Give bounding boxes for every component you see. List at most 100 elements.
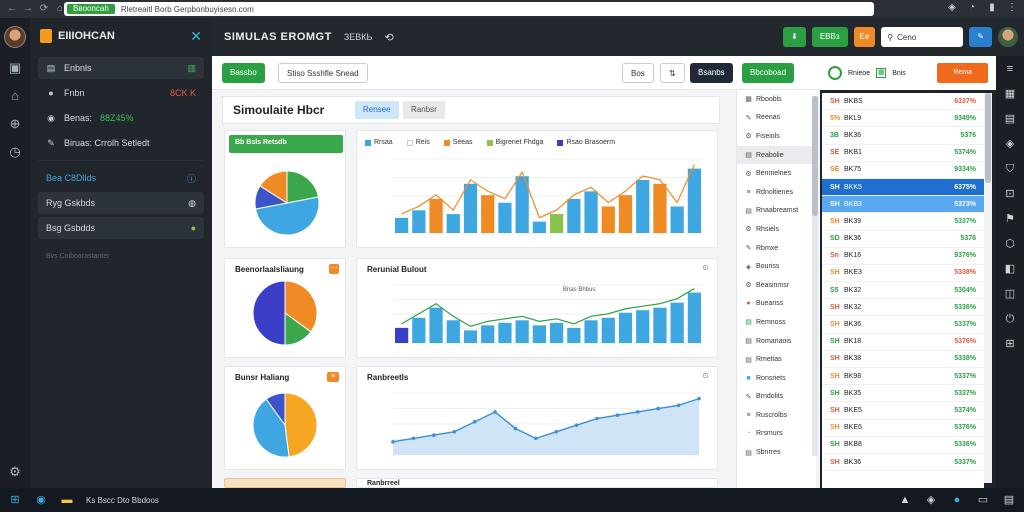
ticker-row[interactable]: SH BK18 5376%: [822, 334, 984, 351]
user-avatar[interactable]: [998, 27, 1018, 47]
ticker-row[interactable]: 5% BKL9 9349%: [822, 110, 984, 128]
list-item[interactable]: ⚙ Rhsiels: [737, 220, 816, 239]
ticker-row[interactable]: SH BK98 5337%: [822, 368, 984, 386]
card-menu-icon[interactable]: ≡: [327, 372, 339, 382]
ticker-row[interactable]: SH BKB3 5373%: [822, 196, 984, 214]
camera-icon[interactable]: ▣: [8, 60, 22, 75]
clock-icon[interactable]: ◷: [9, 144, 21, 159]
list-item[interactable]: ◔ Rrsmurs: [737, 425, 816, 444]
search-button[interactable]: Bos: [622, 63, 654, 83]
toolbar-primary-button[interactable]: Bassbo: [222, 63, 265, 83]
shield-icon[interactable]: ⛉: [1005, 163, 1015, 175]
list-item[interactable]: ▤ Rnaabreamst: [737, 202, 816, 221]
ticker-row[interactable]: S5 BK32 5304%: [822, 282, 984, 300]
download-icon[interactable]: ⬇: [783, 27, 806, 47]
list-item[interactable]: ✎ Brndolits: [737, 388, 816, 407]
list-item[interactable]: ⚙ Beasinmsr: [737, 276, 816, 295]
list-item[interactable]: ✎ Rbmxe: [737, 239, 816, 258]
globe-icon[interactable]: ⊕: [9, 116, 21, 131]
list-item[interactable]: ■ Ronsriets: [737, 369, 816, 388]
list-item[interactable]: ≡ Ruscrolbs: [737, 406, 816, 425]
flag-icon[interactable]: ⚑: [1005, 213, 1015, 225]
ticker-tab-2[interactable]: Bnis: [892, 69, 906, 77]
list-item[interactable]: ▤ Reabolie: [737, 145, 816, 165]
list-item[interactable]: ▤ Rmetias: [737, 350, 816, 369]
ticker-row[interactable]: SD BK36 5376: [822, 231, 984, 248]
close-icon[interactable]: ✕: [190, 27, 202, 44]
profile-icon[interactable]: ◔: [968, 2, 976, 13]
ticker-row[interactable]: SH BK32 5336%: [822, 299, 984, 317]
extension-icon[interactable]: ◈: [948, 2, 956, 13]
list-item[interactable]: ◈ Bouriss: [737, 257, 816, 276]
forward-icon[interactable]: →: [23, 3, 33, 14]
search-input[interactable]: ⚲ Ceno: [881, 27, 964, 47]
arrow-up-icon[interactable]: ▲: [899, 494, 911, 506]
avatar[interactable]: [4, 26, 26, 48]
grid-icon[interactable]: ▦: [1004, 88, 1016, 100]
volume-icon[interactable]: ●: [953, 494, 961, 506]
dashboard-button[interactable]: Bbcoboad: [742, 63, 795, 83]
ticker-row[interactable]: SH BKBS 6337%: [822, 93, 984, 111]
ticker-scrollbar[interactable]: [984, 93, 992, 483]
card-menu-icon[interactable]: ⊙: [702, 371, 709, 380]
battery-icon[interactable]: ▭: [977, 494, 989, 506]
home-icon[interactable]: ⌂: [56, 3, 64, 14]
menu-icon[interactable]: ≡: [1006, 63, 1014, 75]
sidebar-item-0[interactable]: ▤ Enbnls ▥: [38, 57, 204, 79]
ticker-row[interactable]: SH BKE3 5338%: [822, 265, 984, 283]
table-icon[interactable]: ⊞: [1005, 338, 1015, 350]
ticker-row[interactable]: SH BKB8 5336%: [822, 437, 984, 454]
browser-icon[interactable]: ◉: [36, 494, 46, 506]
card-menu-icon[interactable]: ⋯: [329, 264, 339, 274]
bell-icon[interactable]: ◈: [1005, 138, 1015, 150]
list-item[interactable]: ▤ Sbnrres: [737, 443, 816, 462]
ticker-row[interactable]: SH BKE5 5374%: [822, 402, 984, 420]
sidebar-item-6[interactable]: Bsg Gsbdds ●: [38, 217, 204, 239]
ticker-row[interactable]: SE BK75 9334%: [822, 162, 984, 179]
share-icon[interactable]: ⇅: [660, 63, 685, 83]
sidebar-item-2[interactable]: ◉ Benas: 88Z45%: [38, 107, 204, 129]
ticker-row[interactable]: SH BK35 5337%: [822, 385, 984, 403]
tab-secondary[interactable]: Ranbsr: [403, 101, 445, 119]
list-item[interactable]: ▦ Rboobls: [737, 90, 816, 109]
back-icon[interactable]: ←: [7, 3, 17, 14]
list-scrollbar[interactable]: [812, 96, 818, 456]
start-icon[interactable]: ⊞: [10, 494, 20, 506]
settings-icon[interactable]: ⚙: [9, 464, 21, 479]
toggle-icon[interactable]: ◍: [188, 197, 196, 208]
network-icon[interactable]: ◈: [926, 494, 936, 506]
primary-button[interactable]: ЕВВз: [811, 27, 848, 47]
notification-icon[interactable]: ▤: [1003, 494, 1015, 506]
taskbar-window-title[interactable]: Ks Bscc Dto Bbdoos: [86, 495, 159, 505]
menu-icon[interactable]: ⋮: [1007, 2, 1017, 13]
sidebar-item-4[interactable]: Bea C8Dllds ⓘ: [38, 167, 204, 189]
ticker-row[interactable]: SH BK38 5338%: [822, 351, 984, 368]
chat-icon[interactable]: ◫: [1004, 288, 1016, 300]
refresh-icon[interactable]: ⟲: [384, 31, 394, 44]
ticker-action-button[interactable]: Rema: [937, 63, 988, 83]
folder-icon[interactable]: ▬: [61, 494, 73, 506]
power-icon[interactable]: ⏻: [1005, 313, 1015, 325]
sidebar-item-3[interactable]: ✎ Biruas: Crrolh Setledt: [38, 132, 204, 154]
sidebar-item-5[interactable]: Ryg Gskbds ◍: [38, 192, 204, 214]
list-item[interactable]: ✎ Reenas: [737, 109, 816, 128]
lock-icon[interactable]: ⊡: [1005, 188, 1015, 200]
scroll-thumb[interactable]: [812, 96, 818, 216]
ticker-row[interactable]: SH BK36 5337%: [822, 454, 984, 472]
edit-icon[interactable]: ✎: [969, 27, 992, 47]
ticker-row[interactable]: SH BKE6 5376%: [822, 420, 984, 437]
card-menu-icon[interactable]: ⊙: [702, 263, 709, 272]
ticker-row[interactable]: SH BK39 5337%: [822, 213, 984, 231]
filter-button[interactable]: Stiso Ssshfle Snead: [278, 63, 368, 83]
ticker-row[interactable]: 3B BK36 5376: [822, 127, 984, 145]
list-item[interactable]: ⚙ Fiseiols: [737, 127, 816, 146]
reload-icon[interactable]: ⟳: [39, 3, 49, 14]
doc-icon[interactable]: ▤: [1004, 113, 1016, 125]
list-item[interactable]: ▤ Romanaois: [737, 332, 816, 351]
address-bar[interactable]: Bвooncah Rletreaitl Borb Gerpbonbuyisesn…: [64, 2, 874, 16]
ticker-row[interactable]: SH BK36 5337%: [822, 316, 984, 334]
cube-icon[interactable]: ⬡: [1005, 238, 1015, 250]
sidebar-item-1[interactable]: ● Fnbn 8CK K: [38, 82, 204, 104]
layers-icon[interactable]: ◧: [1004, 263, 1016, 275]
list-item[interactable]: ≡ Rdnoltienes: [737, 183, 816, 202]
